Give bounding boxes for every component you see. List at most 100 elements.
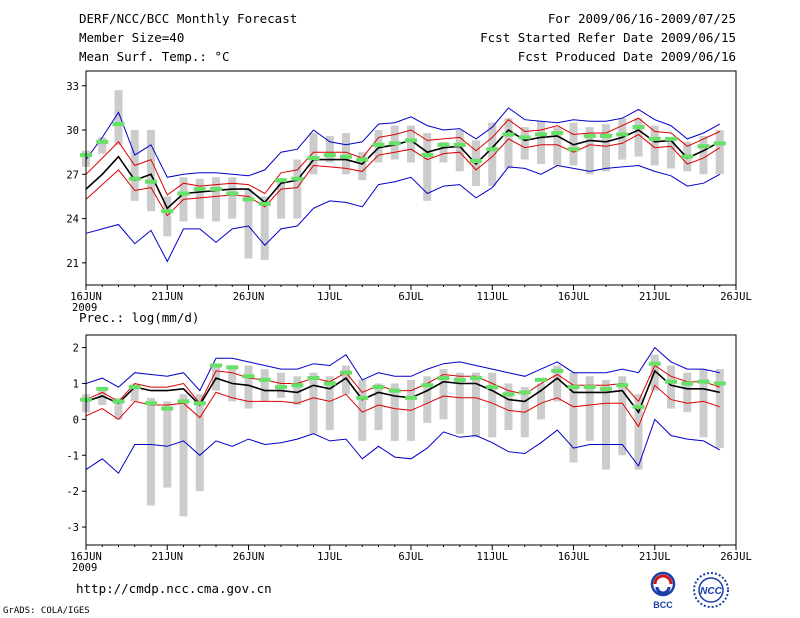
source-url: http://cmdp.ncc.cma.gov.cn — [76, 581, 272, 596]
y-tick-label: 1 — [73, 378, 79, 390]
median-marker — [518, 390, 531, 395]
median-marker — [307, 156, 320, 161]
series-inner-upper — [85, 117, 721, 196]
median-marker — [112, 122, 125, 127]
spread-bar — [390, 383, 399, 441]
variable-label: Mean Surf. Temp.: °C — [79, 49, 230, 64]
spread-bar — [537, 121, 545, 164]
spread-bar — [147, 397, 155, 506]
x-tick-label: 11JUL — [476, 291, 508, 303]
median-marker — [681, 381, 694, 386]
spread-bar — [325, 135, 334, 163]
ncc-logo: NCC — [688, 570, 734, 614]
median-marker — [632, 404, 645, 409]
spread-bar — [667, 365, 675, 409]
spread-bar — [407, 125, 415, 163]
median-marker — [421, 383, 434, 388]
median-marker — [340, 370, 352, 375]
spread-bar — [488, 372, 497, 438]
spread-bar — [374, 383, 383, 431]
spread-bar — [260, 196, 269, 260]
median-marker — [258, 377, 271, 382]
y-tick-label: -3 — [66, 522, 79, 534]
y-tick-label: 33 — [66, 81, 79, 93]
x-tick-label: 21JUL — [639, 291, 671, 303]
spread-bar — [537, 383, 545, 420]
series-ensemble-mean — [85, 369, 720, 414]
median-marker — [226, 365, 239, 370]
x-tick-label: 26JUN — [233, 551, 265, 563]
median-marker — [275, 385, 287, 390]
spread-bar — [179, 394, 188, 517]
series-outer-upper — [85, 107, 721, 178]
median-marker — [632, 125, 645, 130]
median-marker — [226, 191, 239, 196]
spread-bar — [147, 130, 155, 212]
median-marker — [551, 130, 564, 135]
x-tick-label: 26JUN — [233, 291, 265, 303]
median-marker — [128, 176, 141, 181]
x-tick-label: 16JUN — [70, 551, 102, 563]
spread-bar — [130, 383, 139, 402]
series-inner-lower — [85, 384, 720, 428]
median-marker — [681, 154, 694, 159]
median-marker — [648, 136, 661, 141]
spread-bar — [277, 180, 285, 219]
spread-bar — [634, 118, 643, 157]
spread-bar — [244, 365, 253, 409]
x-tick-label: 1JUL — [317, 291, 342, 303]
grads-credit: GrADS: COLA/IGES — [3, 606, 90, 616]
median-marker — [518, 135, 531, 140]
series-inner-lower — [85, 133, 721, 217]
median-marker — [128, 385, 141, 390]
y-tick-label: -1 — [66, 450, 79, 462]
median-marker — [210, 363, 222, 368]
median-marker — [453, 377, 466, 382]
median-marker — [648, 361, 661, 366]
x-tick-year-label: 2009 — [72, 302, 97, 314]
spread-bar — [228, 177, 237, 219]
y-tick-label: -2 — [66, 486, 79, 498]
median-marker — [665, 136, 677, 141]
median-marker — [96, 139, 109, 144]
median-marker — [323, 153, 336, 158]
median-marker — [372, 385, 385, 390]
spread-bar — [618, 376, 627, 456]
y-tick-label: 27 — [66, 169, 79, 181]
spread-bar — [650, 125, 659, 166]
spread-bar — [212, 177, 220, 222]
median-marker — [567, 385, 580, 390]
spread-bar — [114, 90, 123, 145]
spread-bar — [423, 132, 432, 201]
median-marker — [551, 368, 564, 373]
spread-bar — [98, 390, 107, 405]
x-tick-label: 6JUL — [398, 551, 423, 563]
median-marker — [486, 385, 499, 390]
spread-bar — [569, 372, 578, 463]
spread-bar — [602, 379, 610, 470]
median-marker — [616, 132, 629, 137]
x-tick-label: 21JUN — [151, 551, 183, 563]
y-tick-label: 0 — [73, 414, 79, 426]
x-tick-label: 21JUN — [151, 291, 183, 303]
spread-bar — [618, 118, 627, 160]
series-outer-lower — [85, 164, 721, 263]
median-marker — [437, 376, 450, 381]
median-marker — [145, 179, 157, 184]
median-marker — [616, 383, 629, 388]
spread-bar — [293, 376, 302, 405]
median-marker — [405, 138, 417, 143]
spread-bar — [699, 369, 708, 438]
median-marker — [567, 147, 580, 152]
x-tick-label: 11JUL — [476, 551, 508, 563]
median-marker — [583, 133, 596, 138]
spread-bar — [260, 369, 269, 402]
series-ensemble-mean — [85, 128, 721, 210]
y-tick-label: 30 — [66, 125, 79, 137]
median-marker — [388, 388, 401, 393]
median-marker — [470, 159, 482, 164]
spread-bar — [342, 132, 350, 175]
spread-bar — [585, 127, 594, 175]
